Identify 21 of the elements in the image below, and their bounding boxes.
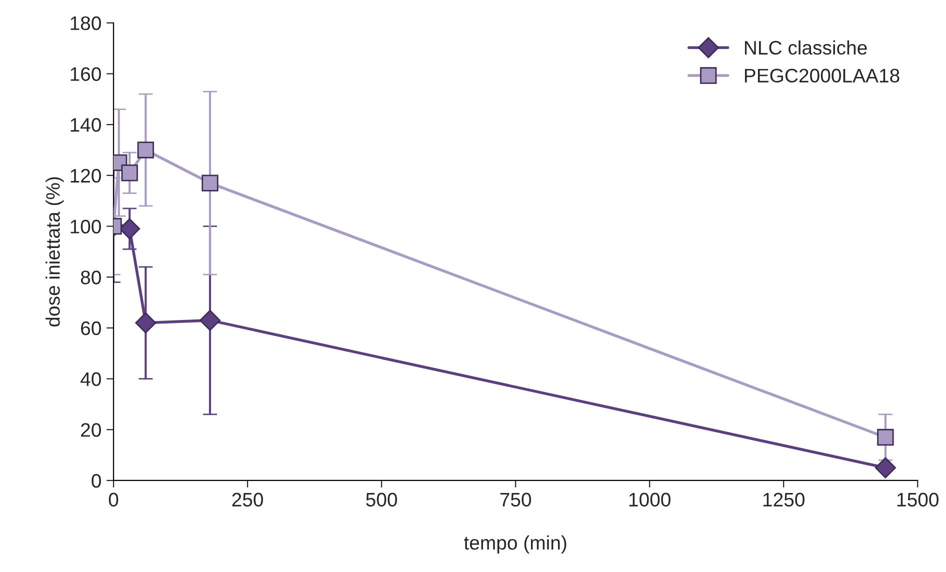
x-axis-title: tempo (min): [464, 535, 566, 554]
x-tick-label: 1500: [897, 492, 938, 507]
y-tick-label: 0: [92, 474, 101, 488]
y-tick-label: 60: [81, 321, 101, 336]
y-tick-label: 40: [80, 372, 101, 386]
x-tick-label: 500: [366, 492, 398, 507]
y-axis-title: dose iniettata (%): [46, 177, 64, 327]
y-tick-label: 20: [81, 423, 101, 437]
x-tick-label: 1000: [629, 492, 670, 507]
y-tick-label: 160: [70, 67, 101, 81]
y-tick-label: 120: [70, 168, 101, 183]
x-tick-label: 750: [500, 492, 532, 507]
x-tick-label: 0: [108, 492, 118, 507]
legend-label: PEGC2000LAA18: [744, 68, 900, 83]
x-tick-label: 250: [232, 492, 263, 507]
y-tick-label: 80: [80, 270, 101, 284]
legend-label: NLC classiche: [744, 40, 867, 55]
y-tick-label: 100: [70, 220, 101, 234]
y-tick-label: 180: [70, 16, 101, 30]
x-tick-label: 1250: [763, 492, 804, 507]
y-tick-label: 140: [70, 118, 101, 132]
